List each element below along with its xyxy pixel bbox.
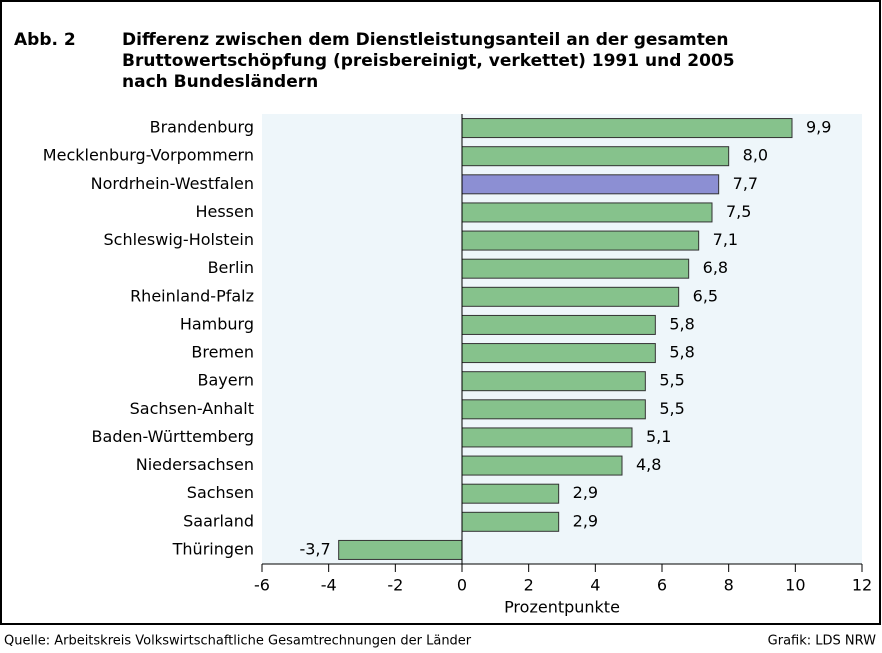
value-label: 7,1 bbox=[713, 230, 738, 249]
bar bbox=[461, 427, 633, 448]
bar bbox=[461, 230, 700, 251]
x-tick-label: 12 bbox=[852, 576, 872, 595]
value-label: 7,7 bbox=[733, 174, 758, 193]
value-label: 8,0 bbox=[743, 146, 768, 165]
x-tick-label: 4 bbox=[590, 576, 600, 595]
x-tick-label: 0 bbox=[457, 576, 467, 595]
bar bbox=[461, 371, 646, 392]
bar bbox=[461, 174, 720, 195]
source: Quelle: Arbeitskreis Volkswirtschaftlich… bbox=[4, 634, 472, 649]
value-label: -3,7 bbox=[299, 539, 330, 558]
x-tick-label: 6 bbox=[657, 576, 667, 595]
bar bbox=[461, 455, 623, 476]
y-tick-label: Schleswig-Holstein bbox=[104, 230, 254, 249]
value-label: 6,5 bbox=[693, 286, 718, 305]
bar bbox=[461, 258, 690, 279]
bar bbox=[461, 314, 656, 335]
x-tick-label: -2 bbox=[387, 576, 403, 595]
value-label: 5,8 bbox=[669, 343, 694, 362]
value-label: 7,5 bbox=[726, 202, 751, 221]
value-label: 4,8 bbox=[636, 455, 661, 474]
bar bbox=[461, 399, 646, 420]
x-tick-label: 2 bbox=[524, 576, 534, 595]
value-label: 2,9 bbox=[573, 511, 598, 530]
bar bbox=[461, 202, 713, 223]
y-tick-label: Thüringen bbox=[172, 539, 254, 558]
y-tick-label: Sachsen-Anhalt bbox=[130, 399, 254, 418]
value-label: 6,8 bbox=[703, 258, 728, 277]
bar bbox=[461, 483, 560, 504]
y-tick-label: Nordrhein-Westfalen bbox=[91, 174, 254, 193]
y-tick-label: Bremen bbox=[191, 343, 254, 362]
x-tick-label: -6 bbox=[254, 576, 270, 595]
value-label: 5,5 bbox=[659, 371, 684, 390]
x-tick-label: -4 bbox=[321, 576, 337, 595]
value-label: 5,1 bbox=[646, 427, 671, 446]
value-label: 9,9 bbox=[806, 118, 831, 137]
value-label: 5,8 bbox=[669, 314, 694, 333]
x-axis-label: Prozentpunkte bbox=[504, 598, 620, 617]
bar bbox=[461, 146, 730, 167]
chart-title: Differenz zwischen dem Dienstleistungsan… bbox=[122, 30, 728, 50]
y-tick-label: Mecklenburg-Vorpommern bbox=[43, 146, 254, 165]
y-tick-label: Brandenburg bbox=[150, 118, 254, 137]
y-tick-label: Sachsen bbox=[187, 483, 254, 502]
credit: Grafik: LDS NRW bbox=[768, 634, 876, 649]
x-tick-label: 8 bbox=[724, 576, 734, 595]
bar bbox=[461, 511, 560, 532]
y-tick-label: Berlin bbox=[208, 258, 254, 277]
chart-title: Bruttowertschöpfung (preisbereinigt, ver… bbox=[122, 51, 735, 71]
bar bbox=[338, 539, 463, 560]
y-tick-label: Hessen bbox=[195, 202, 254, 221]
y-tick-label: Rheinland-Pfalz bbox=[130, 286, 254, 305]
value-label: 2,9 bbox=[573, 483, 598, 502]
chart-title: nach Bundesländern bbox=[122, 72, 318, 92]
y-tick-label: Saarland bbox=[183, 511, 254, 530]
y-tick-label: Bayern bbox=[197, 371, 254, 390]
y-tick-label: Hamburg bbox=[180, 314, 254, 333]
value-label: 5,5 bbox=[659, 399, 684, 418]
y-tick-label: Niedersachsen bbox=[136, 455, 254, 474]
figure-label: Abb. 2 bbox=[14, 30, 76, 50]
x-tick-label: 10 bbox=[785, 576, 805, 595]
bar bbox=[461, 118, 793, 139]
y-tick-label: Baden-Württemberg bbox=[92, 427, 254, 446]
bar bbox=[461, 343, 656, 364]
bar bbox=[461, 286, 680, 307]
